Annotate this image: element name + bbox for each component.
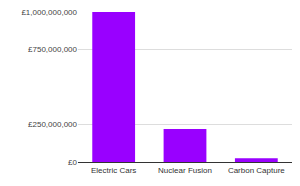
- svg-text:£1,000,000,000: £1,000,000,000: [21, 8, 77, 17]
- svg-text:Carbon Capture: Carbon Capture: [228, 166, 285, 175]
- svg-text:Electric Cars: Electric Cars: [91, 166, 136, 175]
- svg-text:£250,000,000: £250,000,000: [28, 120, 77, 129]
- svg-text:£750,000,000: £750,000,000: [28, 45, 77, 54]
- svg-text:Nuclear Fusion: Nuclear Fusion: [158, 166, 212, 175]
- svg-text:£0: £0: [68, 158, 77, 167]
